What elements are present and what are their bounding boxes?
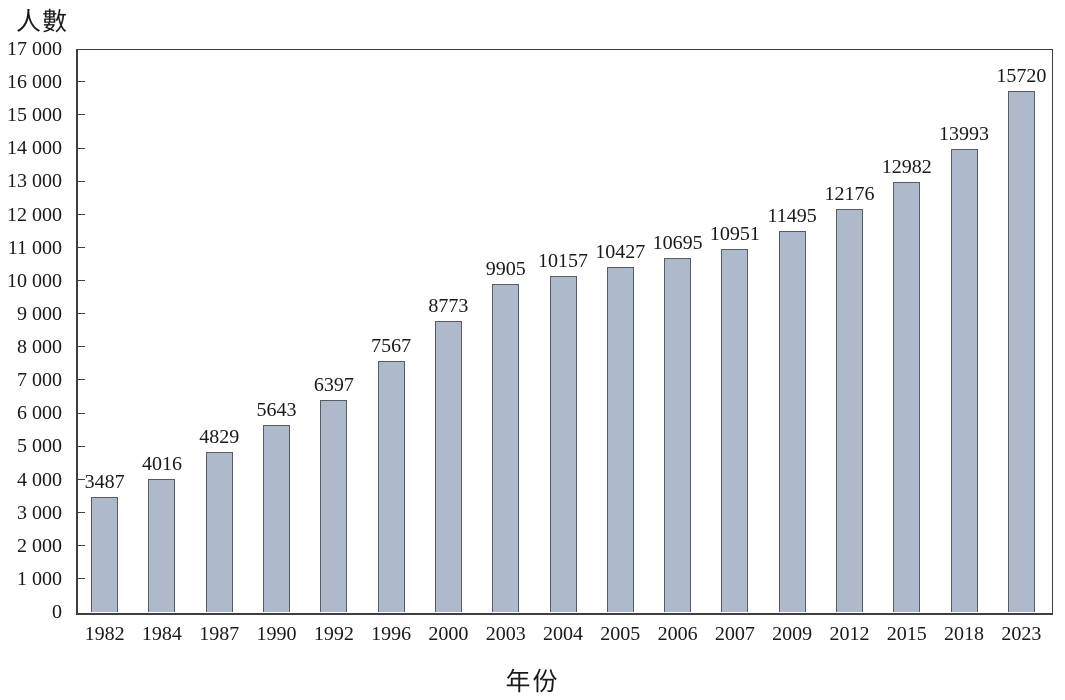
bar [320,400,348,612]
y-tick-mark [78,114,85,116]
bar [778,231,806,612]
y-axis-title: 人數 [16,9,69,36]
x-tick-label: 2015 [886,623,927,645]
bar [664,257,692,612]
x-tick-label: 2000 [428,623,469,645]
x-tick-label: 2009 [772,623,813,645]
y-tick-mark [78,313,85,315]
y-tick-label: 11 000 [7,236,62,259]
y-tick-label: 16 000 [7,71,62,94]
x-tick-label: 2005 [600,623,641,645]
bar [893,182,921,612]
bar [263,425,291,612]
x-tick-label: 2023 [1001,623,1042,645]
y-tick-mark [78,280,85,282]
bar-value-label: 7567 [371,335,412,358]
bar-value-label: 10951 [709,223,760,246]
bar-value-label: 13993 [939,122,990,145]
bar [492,283,520,612]
x-tick-label: 2018 [944,623,985,645]
y-tick-mark [78,147,85,149]
y-tick-mark [78,379,85,381]
bar [377,361,405,612]
y-tick-label: 0 [52,601,62,623]
x-axis-title: 年份 [505,669,560,696]
y-tick-label: 9 000 [17,302,62,325]
bar-value-label: 3487 [84,470,125,493]
y-tick-mark [78,346,85,348]
x-tick-label: 2007 [714,623,755,645]
y-tick-mark [78,180,85,182]
y-tick-label: 4 000 [17,468,62,491]
x-tick-label: 1984 [141,623,182,645]
y-tick-mark [78,578,85,580]
y-tick-label: 12 000 [7,203,62,226]
x-tick-label: 1992 [313,623,354,645]
bar [721,249,749,612]
y-tick-label: 17 000 [7,38,62,60]
y-tick-label: 5 000 [17,435,62,458]
y-tick-mark [78,545,85,546]
bar-value-label: 15720 [996,65,1047,88]
x-tick-label: 2004 [542,623,583,645]
x-tick-label: 1990 [256,623,297,645]
bar-value-label: 12982 [881,156,932,179]
x-tick-label: 2012 [829,623,870,645]
y-tick-label: 1 000 [17,567,62,590]
bar [205,452,233,612]
y-tick-label: 14 000 [7,137,62,160]
y-tick-mark [78,445,85,447]
bar-value-label: 4016 [141,452,182,475]
bar [549,275,577,612]
y-tick-label: 15 000 [7,104,62,127]
bar [835,208,863,612]
y-tick-mark [78,81,85,83]
y-tick-mark [78,246,85,248]
bar [148,478,176,612]
bar-value-label: 4829 [199,426,240,449]
bar [91,496,119,612]
y-tick-mark [78,412,85,414]
bar-value-label: 5643 [256,399,297,422]
x-tick-label: 2003 [485,623,526,645]
x-tick-label: 2006 [657,623,698,645]
bar-value-label: 10427 [595,240,646,263]
y-tick-mark [78,478,85,480]
x-tick-label: 1982 [84,623,125,645]
y-tick-label: 10 000 [7,269,62,292]
bar [606,266,634,612]
bar [434,321,462,612]
y-tick-mark [78,511,85,513]
x-tick-label: 1987 [199,623,240,645]
y-tick-label: 7 000 [17,369,62,392]
bar [950,148,978,612]
bar-value-label: 10157 [538,249,588,272]
bar-value-label: 6397 [313,374,354,397]
bar-value-label: 10695 [652,231,703,254]
y-tick-mark [78,213,85,215]
y-tick-label: 13 000 [7,170,62,193]
x-tick-label: 1996 [371,623,412,645]
y-tick-label: 6 000 [17,402,62,425]
bar-value-label: 12176 [824,182,875,205]
bar-value-label: 9905 [485,257,526,280]
y-tick-label: 3 000 [17,501,62,524]
bar [1007,91,1035,612]
bar-value-label: 11495 [767,205,817,228]
bar-value-label: 8773 [428,295,469,318]
y-tick-label: 8 000 [17,336,62,359]
y-tick-label: 2 000 [17,534,62,557]
